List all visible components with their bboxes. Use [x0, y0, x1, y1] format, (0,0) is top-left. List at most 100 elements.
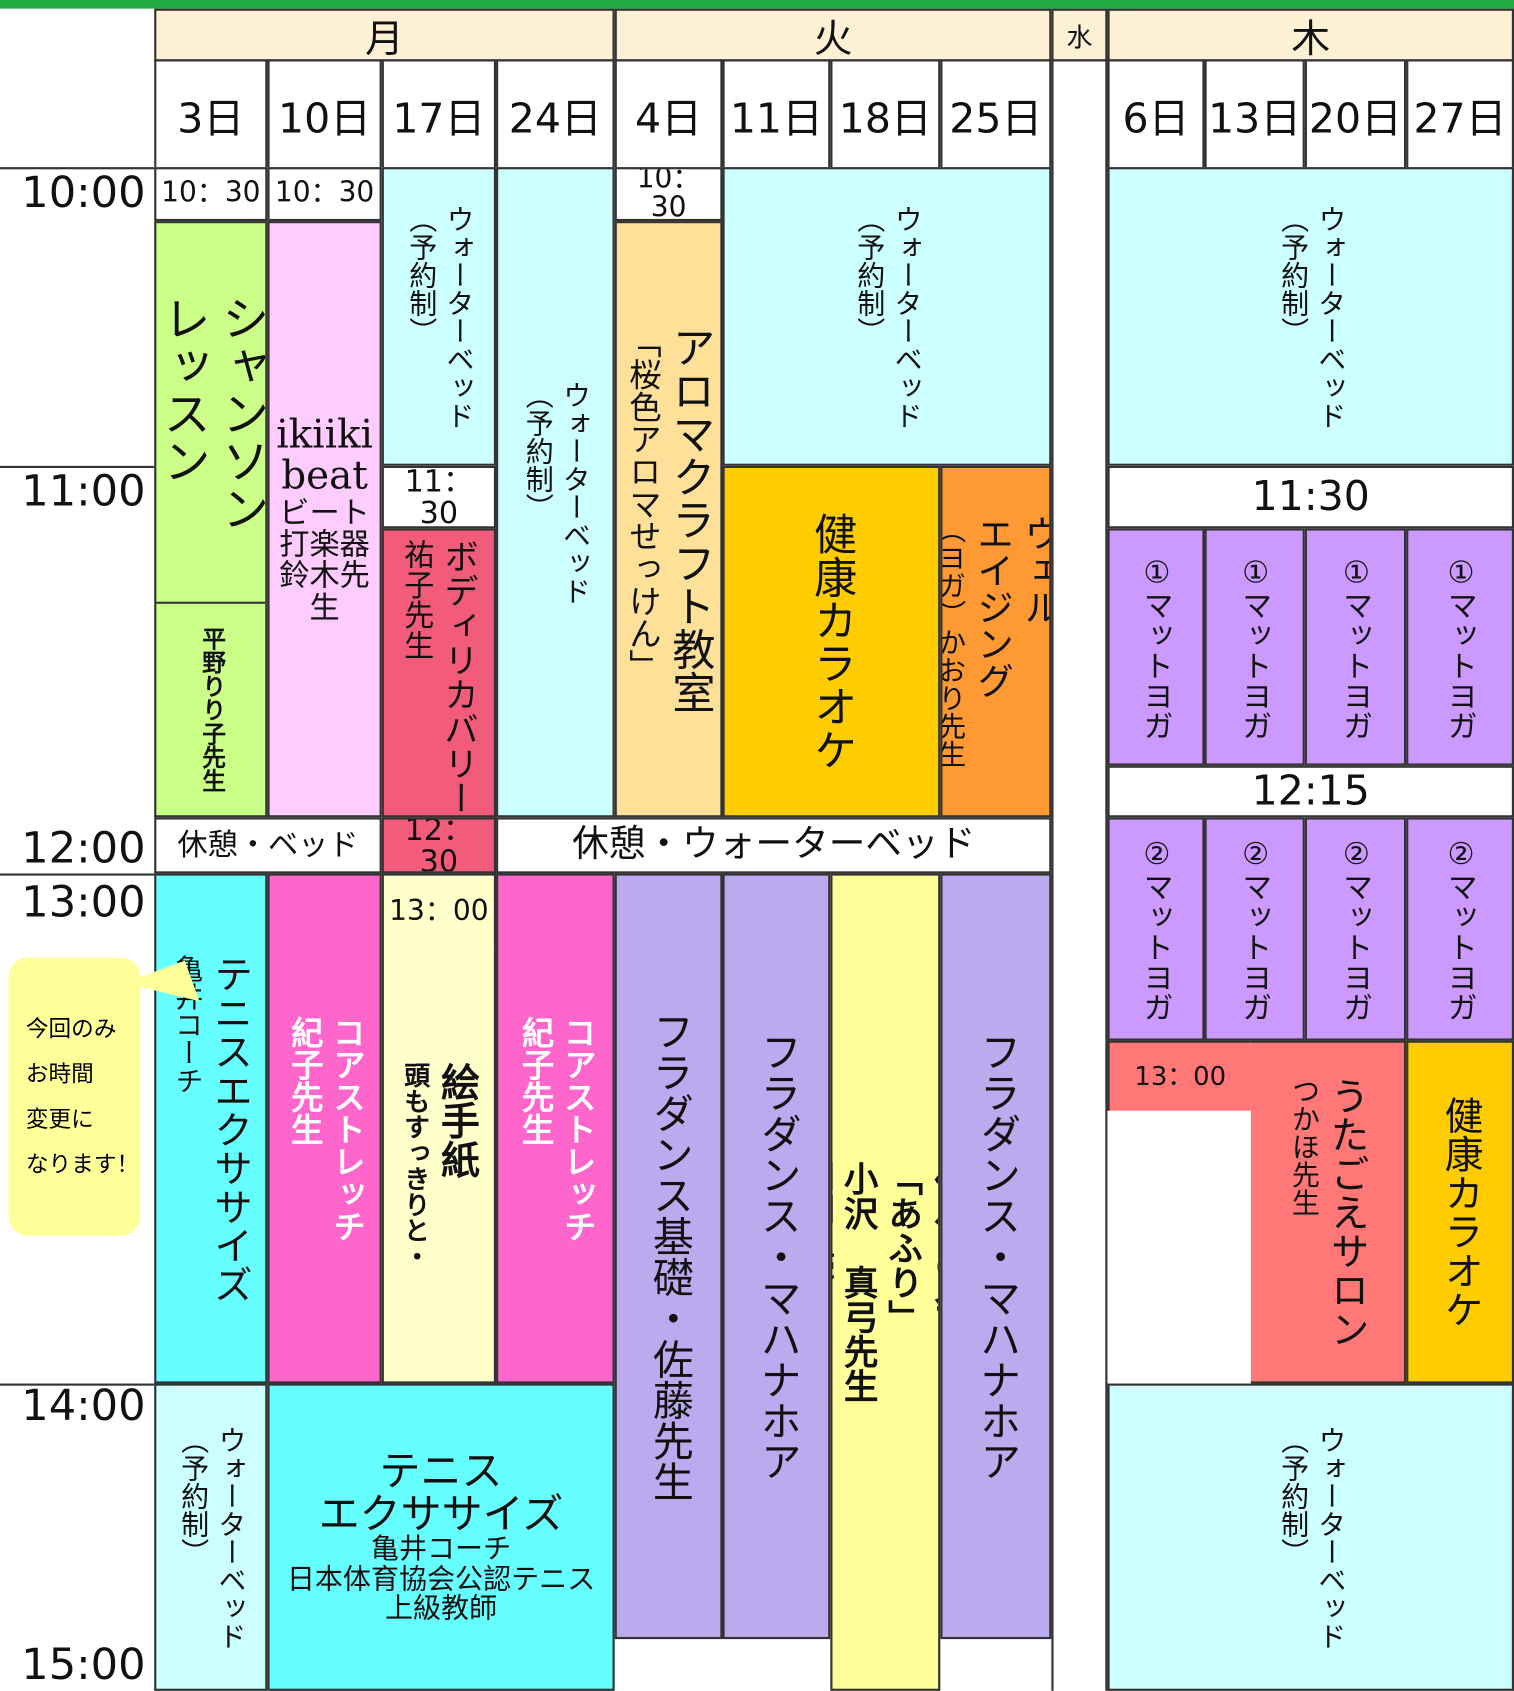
text: 亀井コーチ	[170, 953, 203, 1094]
text: つかほ先生	[1287, 1076, 1320, 1217]
schedule-block: アロマクラフト教室 「桜色アロマせっけん」	[614, 221, 723, 818]
text: 12:15	[1251, 766, 1370, 815]
time-line	[0, 873, 155, 876]
text: 10：30	[161, 177, 261, 210]
text: （予約制）	[404, 204, 437, 345]
date-header: 13日	[1204, 59, 1305, 170]
text: 10：30	[274, 177, 375, 210]
text: エクササイズ	[318, 1489, 564, 1538]
text: 13:00	[21, 877, 146, 928]
block-text: 10：30	[158, 177, 264, 210]
block-text: 11：30	[384, 465, 494, 529]
text: 20日	[1308, 94, 1403, 142]
block-text: ウォーターベッド （予約制）	[1273, 204, 1348, 428]
schedule-block: 12:15	[1107, 765, 1514, 818]
schedule-block: ①マットヨガ	[1406, 528, 1514, 766]
schedule-block: テニス エクササイズ 亀井コーチ 日本体育協会公認テニス 上級教師	[267, 1383, 615, 1691]
text: 「あふり」	[882, 1161, 924, 1334]
day-header: 火	[614, 8, 1052, 62]
text: ウォーターベッド	[1313, 204, 1346, 429]
text: （予約制）	[852, 204, 885, 345]
text: 月	[365, 16, 404, 61]
block-text: うたごえサロン つかほ先生	[1284, 1076, 1370, 1348]
schedule-block: 12：30	[381, 817, 497, 874]
schedule-block: ①マットヨガ	[1204, 528, 1305, 766]
text: （予約制）	[520, 380, 554, 521]
block-text: 10：30	[617, 167, 721, 222]
text: 10:00	[21, 168, 146, 218]
schedule-block: ボディリカバリー 祐子先生	[381, 528, 497, 818]
block-text: フラダンス・マハナホア	[970, 1031, 1022, 1482]
schedule-block: コアストレッチ 紀子先生	[496, 873, 615, 1384]
text: ウォーターベッド	[1313, 1425, 1346, 1650]
schedule-block: ikiiki beat ビート 打楽器 鈴木先生	[267, 221, 382, 818]
text: 10日	[278, 94, 372, 142]
schedule-block: ②マットヨガ	[1304, 817, 1407, 1041]
date-header: 3日	[154, 59, 268, 170]
block-text: ウェル エイジング （ヨガ）かおり先生	[940, 515, 1049, 768]
text: 絵手紙	[434, 1061, 479, 1179]
text: テニスエクササイズ	[207, 953, 252, 1304]
text: 水	[1066, 22, 1093, 53]
schedule-block: ウォーターベッド （予約制）	[381, 167, 497, 466]
text: 25日	[949, 94, 1043, 142]
text: 鈴木先	[279, 557, 370, 594]
text: 紀子先生	[284, 1015, 323, 1145]
text: 変更に	[25, 1106, 94, 1133]
block-text: ②マットヨガ	[1336, 836, 1376, 1023]
text: 14:00	[21, 1381, 146, 1431]
schedule-block: 平野りり子先生	[154, 603, 268, 818]
text: 「桜色アロマせっけん」	[622, 325, 661, 681]
text: 健康カラオケ	[1438, 1095, 1483, 1329]
text: ボディリカバリー	[438, 539, 480, 816]
text: 13日	[1208, 94, 1302, 142]
text: 27日	[1413, 94, 1507, 142]
text: ①マットヨガ	[1338, 553, 1375, 741]
schedule-block: 10：30	[614, 167, 723, 222]
block-text: ウォーターベッド （予約制）	[850, 204, 925, 428]
date-header: 6日	[1107, 59, 1205, 170]
block-text: ウォーターベッド （予約制）	[1273, 1425, 1348, 1649]
text: 日本体育協会公認テニス	[286, 1563, 596, 1596]
text: 10：30	[636, 167, 701, 222]
block-text: テニスエクササイズ 亀井コーチ	[168, 954, 254, 1303]
schedule-block: 健康カラオケ	[1406, 1040, 1514, 1384]
block-text: 11:30	[1248, 475, 1373, 519]
text: （ヨガ）かおり先生	[940, 515, 966, 768]
text: ②マットヨガ	[1237, 835, 1274, 1023]
text: 今回のみ	[25, 1015, 117, 1042]
block-text: ウォーターベッド （予約制）	[402, 204, 477, 428]
text: ikiiki	[276, 412, 373, 458]
schedule-block: 俳句の会 「あふり」 小沢 真弓先生 創刊主宰	[830, 873, 941, 1691]
schedule-block: ウォーターベッド （予約制）	[496, 167, 615, 818]
top-bar	[0, 0, 1514, 9]
schedule-block: 11：30	[381, 465, 497, 529]
schedule-block: コアストレッチ 紀子先生	[267, 873, 382, 1384]
text: （予約制）	[1276, 1425, 1309, 1566]
time-label: 15:00	[11, 1640, 146, 1690]
text: ウォーターベッド	[558, 380, 591, 605]
block-text: 10：30	[272, 177, 378, 210]
block-text: ウォーターベッド （予約制）	[174, 1425, 249, 1649]
text: 17日	[392, 94, 486, 142]
text: お時間	[25, 1061, 94, 1087]
text: 11日	[729, 94, 823, 142]
text: 健康カラオケ	[806, 512, 857, 772]
text: 11：30	[404, 465, 474, 529]
text: コアストレッチ	[557, 1015, 596, 1242]
text: ウォーターベッド	[441, 204, 475, 429]
day-header: 月	[154, 8, 615, 62]
schedule-block: ウォーターベッド （予約制）	[722, 167, 1052, 466]
schedule-block: シャンソン レッスン	[154, 221, 268, 604]
date-header: 11日	[722, 59, 831, 170]
schedule-block: フラダンス・マハナホア	[722, 873, 831, 1640]
text: 打楽器	[279, 526, 370, 562]
block-text: テニス エクササイズ 亀井コーチ 日本体育協会公認テニス 上級教師	[284, 1449, 599, 1624]
text: 24日	[508, 94, 602, 142]
text: 亀井コーチ	[370, 1533, 512, 1567]
block-text: ②マットヨガ	[1440, 836, 1480, 1023]
time-line	[0, 167, 155, 170]
text: レッスン	[154, 293, 210, 484]
text: 11:00	[21, 466, 146, 517]
